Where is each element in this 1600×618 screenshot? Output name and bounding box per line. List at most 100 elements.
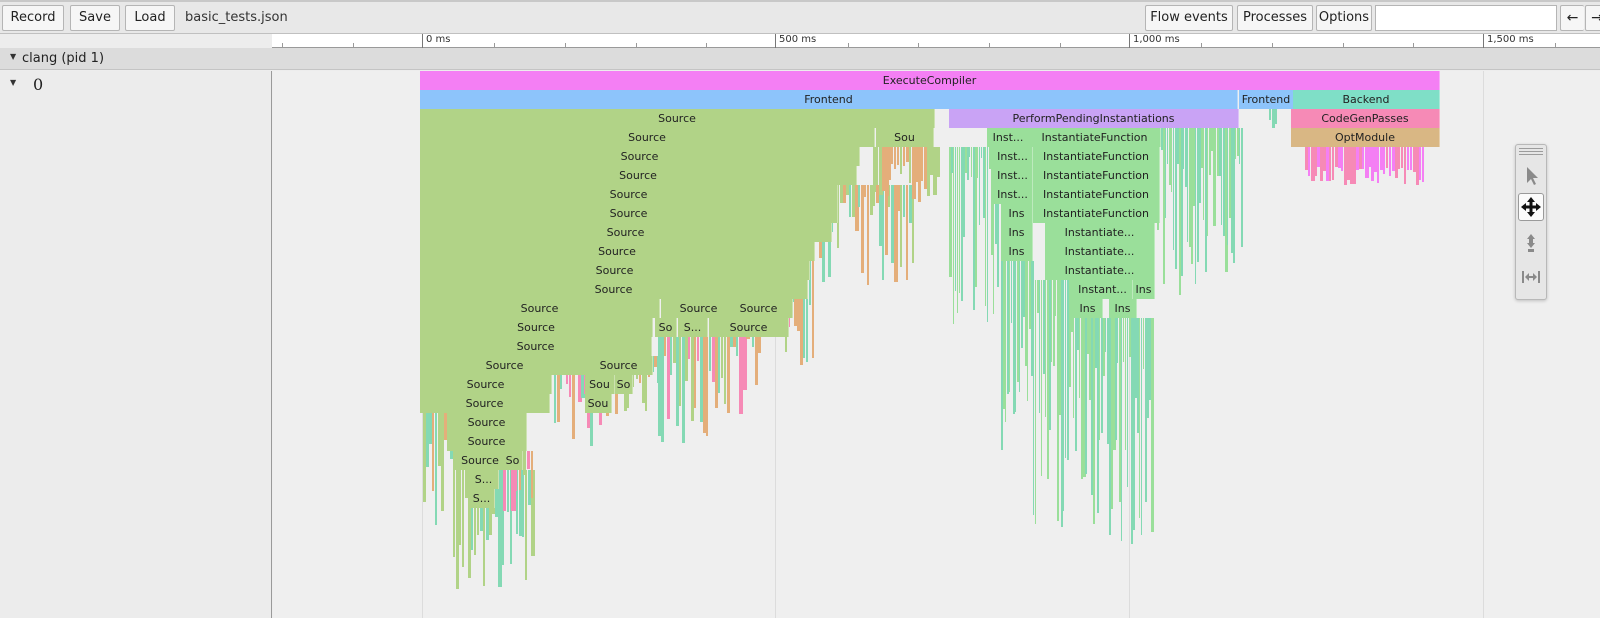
trace-slice-fragment xyxy=(1305,147,1308,170)
trace-slice[interactable]: Source xyxy=(420,375,552,394)
flow-events-button[interactable]: Flow events xyxy=(1145,5,1233,31)
trace-slice[interactable]: So xyxy=(503,451,523,470)
trace-slice[interactable]: Ins xyxy=(1001,242,1033,261)
trace-slice[interactable]: Instantiate... xyxy=(1045,261,1155,280)
trace-slice[interactable]: Inst... xyxy=(993,185,1033,204)
record-button[interactable]: Record xyxy=(2,5,64,31)
trace-slice[interactable]: Ins xyxy=(1001,204,1033,223)
trace-slice[interactable]: Inst... xyxy=(987,128,1030,147)
trace-slice-fragment xyxy=(803,261,805,358)
trace-slice-fragment xyxy=(1205,128,1207,272)
trace-slice-fragment xyxy=(1065,280,1066,458)
trace-slice-fragment xyxy=(1377,147,1379,183)
pan-mode-button[interactable] xyxy=(1518,193,1544,221)
trace-slice[interactable]: CodeGenPasses xyxy=(1291,109,1440,128)
trace-slice[interactable]: So xyxy=(655,318,677,337)
trace-slice[interactable]: S... xyxy=(469,489,495,508)
trace-slice[interactable]: InstantiateFunction xyxy=(1033,204,1160,223)
trace-slice[interactable]: Sou xyxy=(876,128,934,147)
selection-arrow-icon xyxy=(1527,167,1538,185)
trace-slice[interactable]: S... xyxy=(469,470,499,489)
trace-slice[interactable]: Sou xyxy=(585,394,612,413)
mouse-mode-selector[interactable] xyxy=(1515,144,1547,300)
pan-move-icon xyxy=(1521,197,1541,217)
selection-mode-button[interactable] xyxy=(1518,161,1544,189)
ruler-minor-tick xyxy=(848,43,849,48)
options-button[interactable]: Options xyxy=(1316,5,1372,31)
trace-slice[interactable]: ExecuteCompiler xyxy=(420,71,1440,90)
trace-slice[interactable]: InstantiateFunction xyxy=(1033,147,1160,166)
trace-slice[interactable]: Source xyxy=(420,299,660,318)
trace-slice[interactable]: Source xyxy=(420,166,857,185)
trace-slice[interactable]: Source xyxy=(725,299,793,318)
trace-slice[interactable]: Instantiate... xyxy=(1045,223,1155,242)
trace-slice-fragment xyxy=(700,337,704,422)
thread-track[interactable]: ExecuteCompiler Frontend Frontend Backend So… xyxy=(273,71,1600,618)
trace-slice[interactable]: Source xyxy=(661,299,737,318)
search-input[interactable] xyxy=(1375,5,1557,31)
trace-slice[interactable]: Source xyxy=(420,204,838,223)
trace-slice[interactable]: Source xyxy=(447,413,527,432)
trace-slice[interactable]: Ins xyxy=(1109,299,1137,318)
thread-header[interactable]: ▼ 0 xyxy=(0,71,272,618)
find-next-button[interactable]: → xyxy=(1585,5,1600,31)
trace-slice-fragment xyxy=(727,337,730,413)
trace-slice[interactable]: InstantiateFunction xyxy=(1033,185,1160,204)
trace-slice[interactable]: PerformPendingInstantiations xyxy=(949,109,1239,128)
trace-slice-fragment xyxy=(1003,261,1005,409)
trace-slice[interactable]: Frontend xyxy=(1239,90,1294,109)
trace-slice[interactable]: Source xyxy=(420,337,652,356)
trace-slice[interactable]: Source xyxy=(420,147,860,166)
save-button[interactable]: Save xyxy=(70,5,120,31)
timing-mode-button[interactable] xyxy=(1518,263,1544,291)
trace-slice[interactable]: Frontend xyxy=(420,90,1238,109)
trace-slice-fragment xyxy=(1237,128,1239,156)
trace-slice-fragment xyxy=(1189,128,1191,247)
trace-slice[interactable]: Source xyxy=(420,185,838,204)
trace-slice[interactable]: Source xyxy=(420,223,832,242)
trace-slice[interactable]: Source xyxy=(420,356,590,375)
processes-button[interactable]: Processes xyxy=(1237,5,1313,31)
trace-slice-fragment xyxy=(888,185,890,207)
trace-slice[interactable]: Sou xyxy=(585,375,615,394)
trace-slice[interactable]: Source xyxy=(709,318,789,337)
trace-slice[interactable]: InstantiateFunction xyxy=(1033,166,1160,185)
trace-slice-fragment xyxy=(1037,280,1039,313)
trace-slice[interactable]: Source xyxy=(420,128,875,147)
trace-slice[interactable]: So xyxy=(615,375,633,394)
trace-slice[interactable]: Instantiate... xyxy=(1045,242,1155,261)
trace-slice[interactable]: InstantiateFunction xyxy=(1029,128,1161,147)
trace-slice[interactable]: Ins xyxy=(1133,280,1155,299)
trace-slice[interactable]: Source xyxy=(420,394,550,413)
collapse-triangle-icon[interactable]: ▼ xyxy=(10,78,17,87)
trace-slice[interactable]: OptModule xyxy=(1291,128,1440,147)
trace-slice[interactable]: Ins xyxy=(1073,299,1103,318)
trace-slice[interactable]: Source xyxy=(420,318,653,337)
trace-slice-fragment xyxy=(1077,318,1079,350)
trace-slice-fragment xyxy=(426,413,429,467)
trace-slice[interactable]: Source xyxy=(420,242,815,261)
drag-handle[interactable] xyxy=(1519,148,1543,156)
trace-slice[interactable]: Ins xyxy=(1001,223,1033,242)
trace-slice-fragment xyxy=(809,261,811,305)
trace-slice[interactable]: Inst... xyxy=(993,166,1033,185)
trace-slice[interactable]: Source xyxy=(420,109,935,128)
zoom-mode-button[interactable] xyxy=(1518,229,1544,257)
time-ruler[interactable]: 0 ms 500 ms 1,000 ms 1,500 ms xyxy=(272,34,1600,48)
trace-slice[interactable]: Source xyxy=(453,451,508,470)
find-previous-button[interactable]: ← xyxy=(1560,5,1584,31)
trace-slice[interactable]: Source xyxy=(447,432,527,451)
collapse-triangle-icon[interactable]: ▼ xyxy=(10,52,17,61)
trace-slice-fragment xyxy=(1149,318,1151,400)
trace-slice-fragment xyxy=(1225,128,1228,272)
trace-slice[interactable]: Source xyxy=(420,280,808,299)
trace-slice[interactable]: Backend xyxy=(1293,90,1440,109)
trace-slice[interactable]: Inst... xyxy=(993,147,1033,166)
trace-slice[interactable]: Source xyxy=(585,356,653,375)
process-header[interactable]: ▼ clang (pid 1) xyxy=(0,48,1600,70)
load-button[interactable]: Load xyxy=(125,5,175,31)
timing-horizontal-icon xyxy=(1522,271,1540,283)
trace-slice[interactable]: Instant... xyxy=(1073,280,1133,299)
trace-slice[interactable]: S... xyxy=(678,318,708,337)
trace-slice[interactable]: Source xyxy=(420,261,810,280)
